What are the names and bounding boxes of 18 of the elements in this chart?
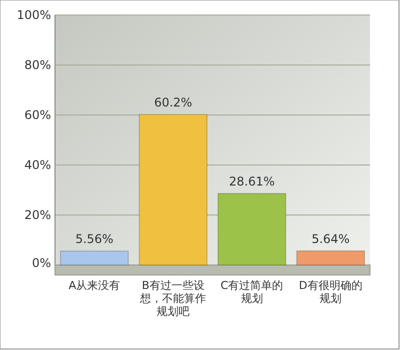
data-label: 60.2%: [154, 96, 192, 110]
bar: [218, 192, 286, 266]
y-tick-label: 0%: [32, 256, 51, 270]
data-label: 5.56%: [75, 232, 114, 246]
x-tick-label: B有过一些设想，不能算作规划吧: [139, 279, 208, 318]
data-label: 28.61%: [228, 174, 275, 188]
y-tick-label: 40%: [24, 158, 51, 172]
y-tick-label: 100%: [16, 8, 51, 22]
x-tick-label: C有过简单的规划: [220, 279, 284, 305]
y-tick-label: 60%: [24, 108, 51, 122]
bar: [296, 250, 365, 266]
y-tick-label: 80%: [24, 58, 51, 72]
data-label: 5.64%: [312, 232, 350, 246]
y-tick-label: 20%: [24, 208, 51, 222]
bar: [60, 250, 129, 266]
bar: [138, 114, 208, 266]
x-tick-label: A从来没有: [68, 279, 122, 292]
x-tick-label: D有很明确的规划: [298, 279, 364, 305]
